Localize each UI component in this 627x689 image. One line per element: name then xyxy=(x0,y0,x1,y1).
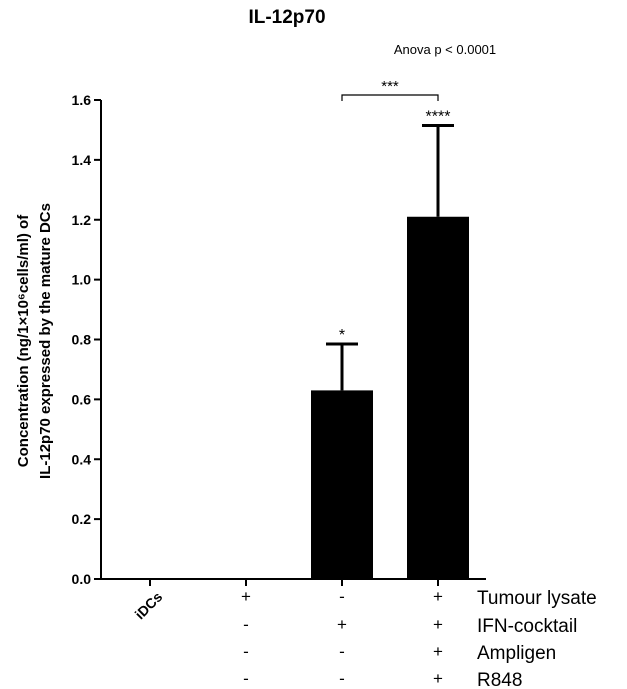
condition-mark: - xyxy=(243,615,249,634)
condition-label: Ampligen xyxy=(477,643,556,664)
y-tick-label: 0.4 xyxy=(72,451,92,467)
comparison-significance: *** xyxy=(381,78,399,95)
condition-mark: + xyxy=(433,615,443,634)
condition-label: Tumour lysate xyxy=(477,588,597,609)
condition-mark: - xyxy=(243,642,249,661)
y-tick-label: 0.8 xyxy=(72,332,92,348)
condition-mark: - xyxy=(339,669,345,688)
condition-mark: - xyxy=(339,587,345,606)
condition-label: IFN-cocktail xyxy=(477,616,577,637)
condition-mark: + xyxy=(433,642,443,661)
y-tick-label: 0.2 xyxy=(72,511,92,527)
condition-mark: + xyxy=(433,587,443,606)
comparison-bracket xyxy=(341,94,439,101)
condition-mark: + xyxy=(337,615,347,634)
y-tick-label: 0.6 xyxy=(72,391,92,407)
anova-annotation: Anova p < 0.0001 xyxy=(394,42,496,57)
bar xyxy=(407,216,469,579)
condition-mark: - xyxy=(339,642,345,661)
y-axis-label-line2: IL-12p70 expressed by the mature DCs xyxy=(37,203,54,479)
condition-mark: + xyxy=(433,669,443,688)
y-axis-label-line1: Concentration (ng/1×10⁶cells/ml) of xyxy=(15,214,32,467)
y-tick-label: 0.0 xyxy=(72,571,92,587)
x-category-label: iDCs xyxy=(132,588,166,622)
bar xyxy=(311,390,373,579)
chart-title: IL-12p70 xyxy=(248,7,325,28)
condition-mark: + xyxy=(241,587,251,606)
y-tick-label: 1.4 xyxy=(72,152,92,168)
plot-area: 0.00.20.40.60.81.01.21.41.6********iDCs +… xyxy=(72,78,597,689)
y-tick-label: 1.6 xyxy=(72,92,92,108)
condition-label: R848 xyxy=(477,670,522,689)
y-tick-label: 1.0 xyxy=(72,272,92,288)
condition-mark: - xyxy=(243,669,249,688)
significance-marker: * xyxy=(339,327,345,344)
significance-marker: **** xyxy=(426,108,451,125)
y-tick-label: 1.2 xyxy=(72,212,92,228)
